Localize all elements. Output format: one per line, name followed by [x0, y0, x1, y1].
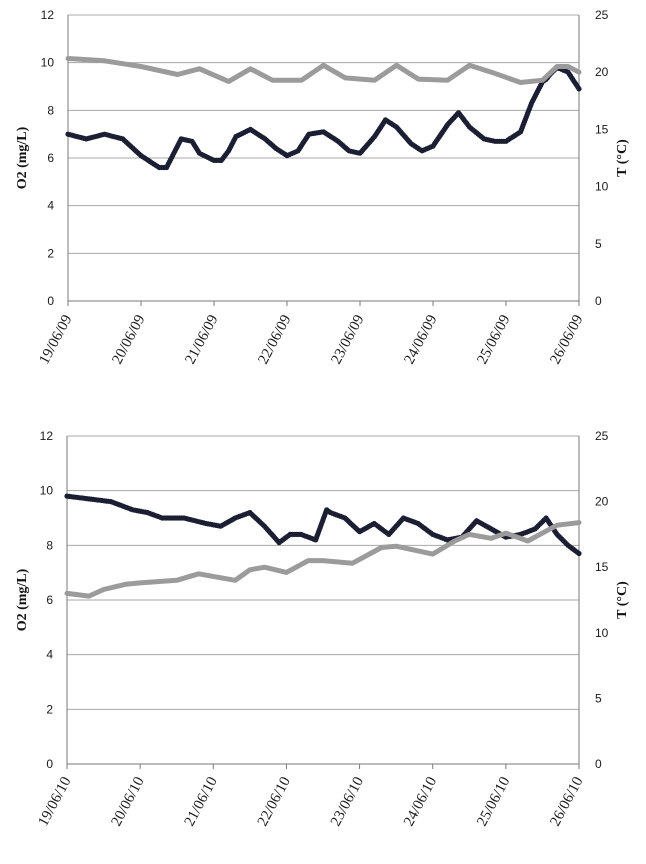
x-tick-label: 25/06/09: [474, 312, 513, 367]
x-tick-label: 24/06/09: [401, 312, 440, 367]
y-tick-label: 6: [47, 151, 54, 165]
x-tick-label: 22/06/10: [255, 774, 294, 829]
y2-tick-label: 5: [595, 237, 602, 251]
x-tick-label: 26/06/09: [547, 312, 586, 367]
y-tick-label: 6: [46, 593, 53, 607]
y-tick-label: 8: [46, 538, 53, 552]
y-tick-label: 12: [41, 8, 55, 22]
x-tick-label: 22/06/09: [255, 312, 294, 367]
y-tick-label: 12: [40, 429, 54, 443]
y-tick-label: 4: [46, 648, 53, 662]
x-tick-label: 21/06/09: [182, 312, 221, 367]
y-tick-label: 2: [47, 246, 54, 260]
y-tick-label: 2: [46, 702, 53, 716]
y-tick-label: 0: [47, 294, 54, 308]
y-axis-title: O2 (mg/L): [15, 568, 30, 631]
y-axis-title: O2 (mg/L): [15, 126, 30, 189]
x-tick-label: 19/06/10: [35, 774, 74, 829]
x-tick-label: 20/06/10: [109, 774, 148, 829]
series: [65, 56, 582, 171]
x-tick-label: 25/06/10: [474, 774, 513, 829]
y2-axis-title: T (°C): [615, 581, 630, 619]
axes: [66, 436, 580, 769]
y-tick-label: 10: [41, 56, 55, 70]
y2-tick-label: 5: [595, 691, 602, 705]
y2-tick-label: 25: [595, 8, 609, 22]
chart-2010: 0 2 4 6 8 10 12 0 5 10 15 20 25 19/06/10 20/06/10 21/06…: [15, 429, 630, 829]
y-tick-label: 10: [40, 484, 54, 498]
axes: [67, 15, 580, 306]
x-tick-label: 23/06/09: [328, 312, 367, 367]
oxygen-series: [65, 64, 582, 171]
y2-tick-label: 15: [595, 122, 609, 136]
oxygen-point: [576, 550, 582, 557]
y2-tick-label: 20: [595, 65, 609, 79]
chart-2009: 0 2 4 6 8 10 12 0 5 10 15 20 25 19/06/09 20/06/09 21/06…: [15, 8, 630, 367]
temperature-series-line: [64, 520, 582, 599]
temperature-series-line: [65, 56, 582, 85]
x-tick-label: 26/06/10: [547, 774, 586, 829]
oxygen-series: [64, 493, 582, 557]
x-tick-label: 21/06/10: [182, 774, 221, 829]
labels: 0 2 4 6 8 10 12 0 5 10 15 20 25 19/06/10 20/06/10 21/06…: [15, 429, 630, 829]
x-tick-label: 19/06/09: [36, 312, 75, 367]
y2-tick-label: 10: [595, 180, 609, 194]
y-tick-label: 4: [47, 199, 54, 213]
grid: [67, 435, 579, 765]
y2-tick-label: 15: [595, 560, 609, 574]
y2-axis-title: T (°C): [615, 139, 630, 177]
y2-tick-label: 0: [595, 757, 602, 771]
y-tick-label: 8: [47, 103, 54, 117]
oxygen-point: [576, 86, 582, 92]
y2-tick-label: 25: [595, 429, 609, 443]
x-tick-label: 23/06/10: [328, 774, 367, 829]
x-tick-label: 20/06/09: [109, 312, 148, 367]
y2-tick-label: 0: [595, 294, 602, 308]
y2-tick-label: 20: [595, 495, 609, 509]
grid: [68, 14, 579, 302]
y2-tick-label: 10: [595, 626, 609, 640]
series: [64, 493, 582, 599]
y-tick-label: 0: [46, 757, 53, 771]
x-tick-label: 24/06/10: [401, 774, 440, 829]
